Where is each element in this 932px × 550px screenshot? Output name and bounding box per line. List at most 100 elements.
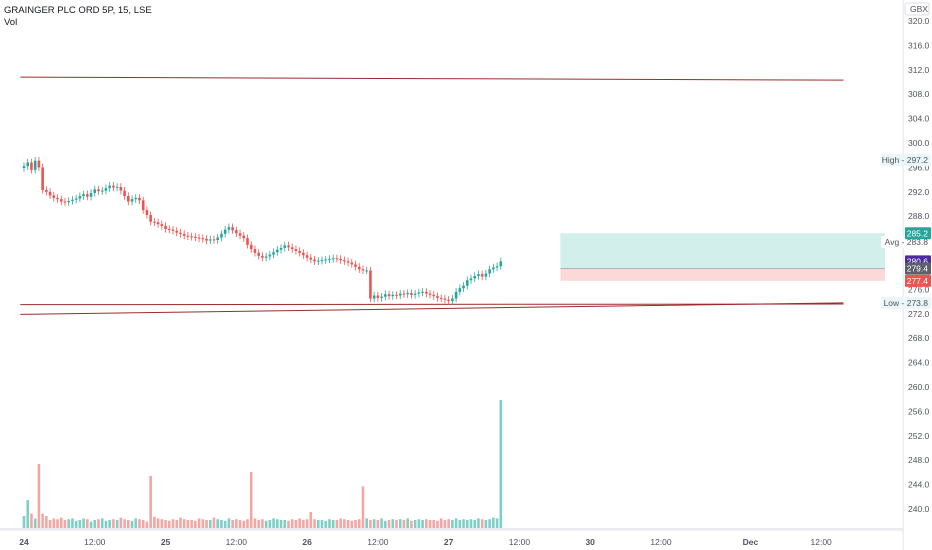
candle-body [458,288,462,292]
volume-bar [67,519,70,528]
candle-body [100,190,104,192]
price-tick-label: 256.0 [908,406,930,416]
volume-bar [499,400,503,528]
candle-body [443,298,447,300]
volume-bar [302,520,305,528]
volume-bar [164,520,167,528]
candle-body [56,197,59,200]
volume-bar [436,520,439,528]
volume-bar [223,520,227,528]
candle-body [398,293,402,296]
candle-body [160,224,164,226]
volume-bar [406,518,409,528]
volume-bars [0,400,903,529]
volume-bar [309,512,313,528]
volume-bar [242,520,246,528]
volume-bar [141,520,145,528]
position-zones [560,233,885,281]
volume-bar [108,520,111,528]
volume-bar [447,519,450,528]
candle-body [182,233,186,236]
candle-body [261,255,264,258]
candle-body [186,235,190,237]
candle-body [477,274,480,276]
volume-bar [22,516,26,528]
volume-bar [30,513,33,528]
candle-body [37,160,41,168]
volume-label: Vol [4,17,18,28]
candle-body [115,186,119,188]
candle-body [331,258,335,260]
volume-bar [473,520,477,528]
candle-body [447,299,450,301]
candle-body [287,245,290,248]
candle-body [26,162,30,167]
candle-body [410,293,413,295]
volume-bar [257,520,260,528]
time-tick-label: 30 [585,537,595,547]
price-tick-label: 272.0 [908,309,930,319]
time-tick-label: 12:00 [650,537,672,547]
candle-body [369,270,372,299]
time-tick-label: 12:00 [84,537,106,547]
stop-tag-bg [905,274,931,287]
candle-body [48,191,52,196]
candle-body [387,294,391,297]
price-tick-label: 320.0 [908,16,930,26]
volume-bar [212,517,216,528]
candle-body [294,249,298,251]
volume-bar [82,518,85,528]
volume-bar [160,519,164,528]
volume-bar [201,519,205,528]
volume-bar [220,520,223,528]
price-tick-label: 308.0 [908,89,930,99]
volume-bar [495,518,499,528]
candle-body [480,274,484,277]
time-tick-label: 25 [161,537,171,547]
price-tick-label: 260.0 [908,382,930,392]
volume-bar [395,520,398,528]
candle-body [365,270,368,272]
candle-body [201,238,205,240]
candle-body [425,291,428,294]
candle-body [97,189,100,192]
volume-bar [413,520,417,528]
candle-body [354,264,357,267]
candle-body [402,293,406,295]
volume-bar [343,519,346,528]
candle-body [499,261,503,267]
volume-bar [465,520,469,528]
candle-body [22,166,26,169]
low-tag: Low - 273.8 [884,298,929,308]
volume-bar [208,520,212,528]
current-price-tag: 280.6 [907,256,929,266]
candle-body [343,260,346,262]
volume-bar [387,520,391,528]
candle-body [227,227,231,230]
volume-bar [182,519,186,528]
volume-bar [227,518,231,528]
volume-bar [112,519,115,528]
volume-bar [104,520,108,528]
candle-body [52,195,56,198]
candle-body [421,291,424,293]
volume-bar [279,520,283,528]
price-tick-label: 252.0 [908,431,930,441]
candle-body [465,280,469,286]
trendline-support [20,302,844,315]
price-tick-label: 288.0 [908,211,930,221]
volume-bar [33,518,37,528]
time-tick-label: 12:00 [226,537,248,547]
candle-body [380,296,383,298]
volume-bar [454,518,458,528]
candle-body [108,185,111,189]
candle-body [194,236,197,238]
volume-bar [324,520,328,528]
volume-bar [89,521,93,528]
volume-bar [380,518,383,528]
high-tag: High - 297.2 [882,155,929,165]
candle-body [439,297,443,299]
volume-bar [339,518,342,528]
candle-body [413,293,417,295]
